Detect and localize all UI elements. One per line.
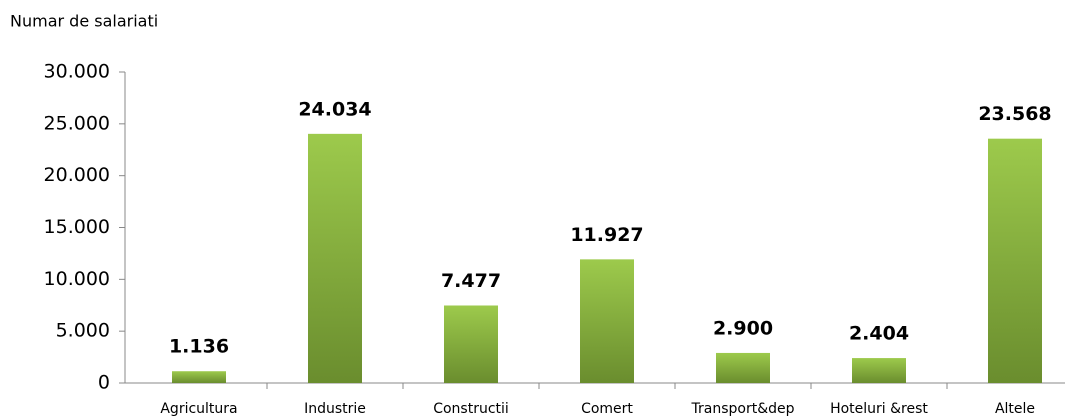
chart-title: Numar de salariati xyxy=(10,12,158,31)
data-label: 2.900 xyxy=(713,317,773,339)
y-tick-label: 30.000 xyxy=(44,61,110,83)
data-label: 1.136 xyxy=(169,336,229,358)
bar xyxy=(444,305,498,383)
bar xyxy=(580,259,634,383)
y-tick-label: 15.000 xyxy=(44,216,110,238)
y-tick-label: 0 xyxy=(98,372,110,394)
bar xyxy=(172,371,226,383)
data-label: 24.034 xyxy=(298,98,371,120)
x-tick-label: Transport&dep xyxy=(691,401,795,417)
y-tick-label: 25.000 xyxy=(44,112,110,134)
x-tick-label: Agricultura xyxy=(160,401,237,417)
data-label: 7.477 xyxy=(441,270,501,292)
y-tick-label: 5.000 xyxy=(56,320,110,342)
x-tick-label: Constructii xyxy=(433,401,509,417)
data-label: 11.927 xyxy=(570,224,643,246)
data-label: 23.568 xyxy=(978,103,1051,125)
y-tick-label: 20.000 xyxy=(44,164,110,186)
bar xyxy=(716,352,770,383)
bar xyxy=(308,133,362,383)
x-tick-label: Altele xyxy=(995,401,1035,417)
data-label: 2.404 xyxy=(849,323,909,345)
x-tick-label: Industrie xyxy=(304,401,366,417)
bar xyxy=(988,138,1042,383)
x-tick-label: Hoteluri &rest xyxy=(830,401,928,417)
x-tick-label: Comert xyxy=(581,401,633,417)
bar xyxy=(852,358,906,383)
y-tick-label: 10.000 xyxy=(44,268,110,290)
